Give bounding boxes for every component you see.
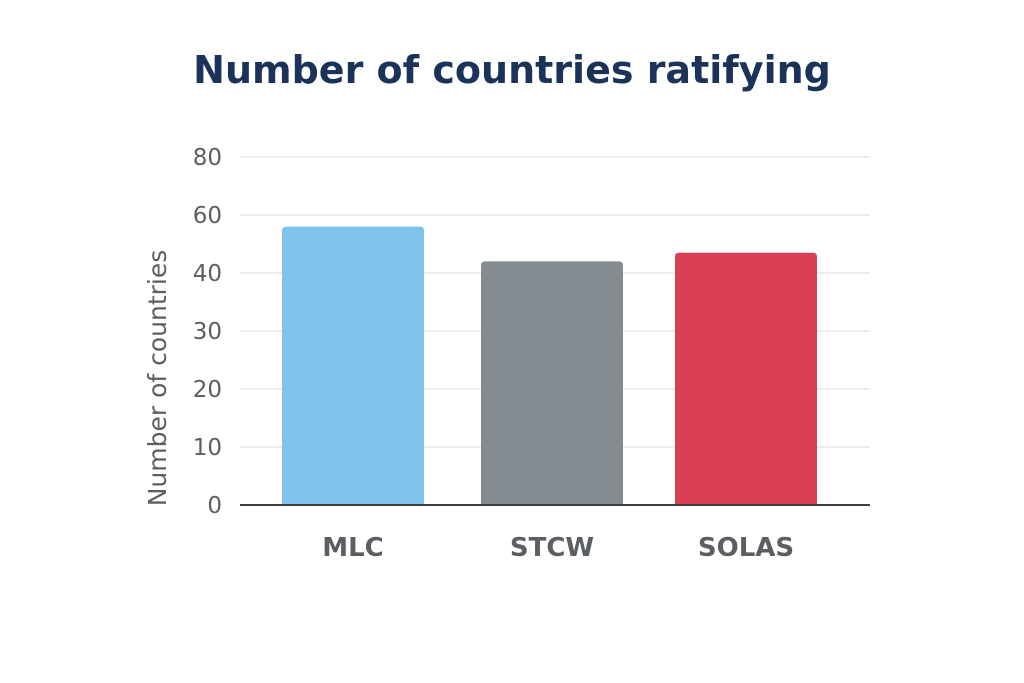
x-tick-label-mlc: MLC bbox=[322, 533, 384, 563]
bar-mlc bbox=[282, 226, 424, 505]
bar-solas bbox=[675, 252, 817, 505]
y-axis-title: Number of countries bbox=[143, 250, 172, 507]
x-tick-label-stcw: STCW bbox=[510, 533, 594, 563]
bars bbox=[282, 226, 817, 505]
y-tick-label: 40 bbox=[193, 261, 222, 287]
y-tick-label: 20 bbox=[193, 377, 222, 403]
x-tick-label-solas: SOLAS bbox=[698, 533, 794, 563]
chart-title: Number of countries ratifying bbox=[193, 48, 831, 92]
y-tick-label: 80 bbox=[193, 145, 222, 171]
y-tick-label: 0 bbox=[207, 493, 222, 519]
bar-stcw bbox=[481, 261, 623, 505]
y-tick-label: 60 bbox=[193, 203, 222, 229]
x-tick-labels: MLC STCW SOLAS bbox=[322, 533, 794, 563]
y-tick-label: 30 bbox=[193, 319, 222, 345]
y-tick-label: 10 bbox=[193, 435, 222, 461]
y-tick-labels: 0 10 20 30 40 60 80 bbox=[193, 145, 222, 519]
